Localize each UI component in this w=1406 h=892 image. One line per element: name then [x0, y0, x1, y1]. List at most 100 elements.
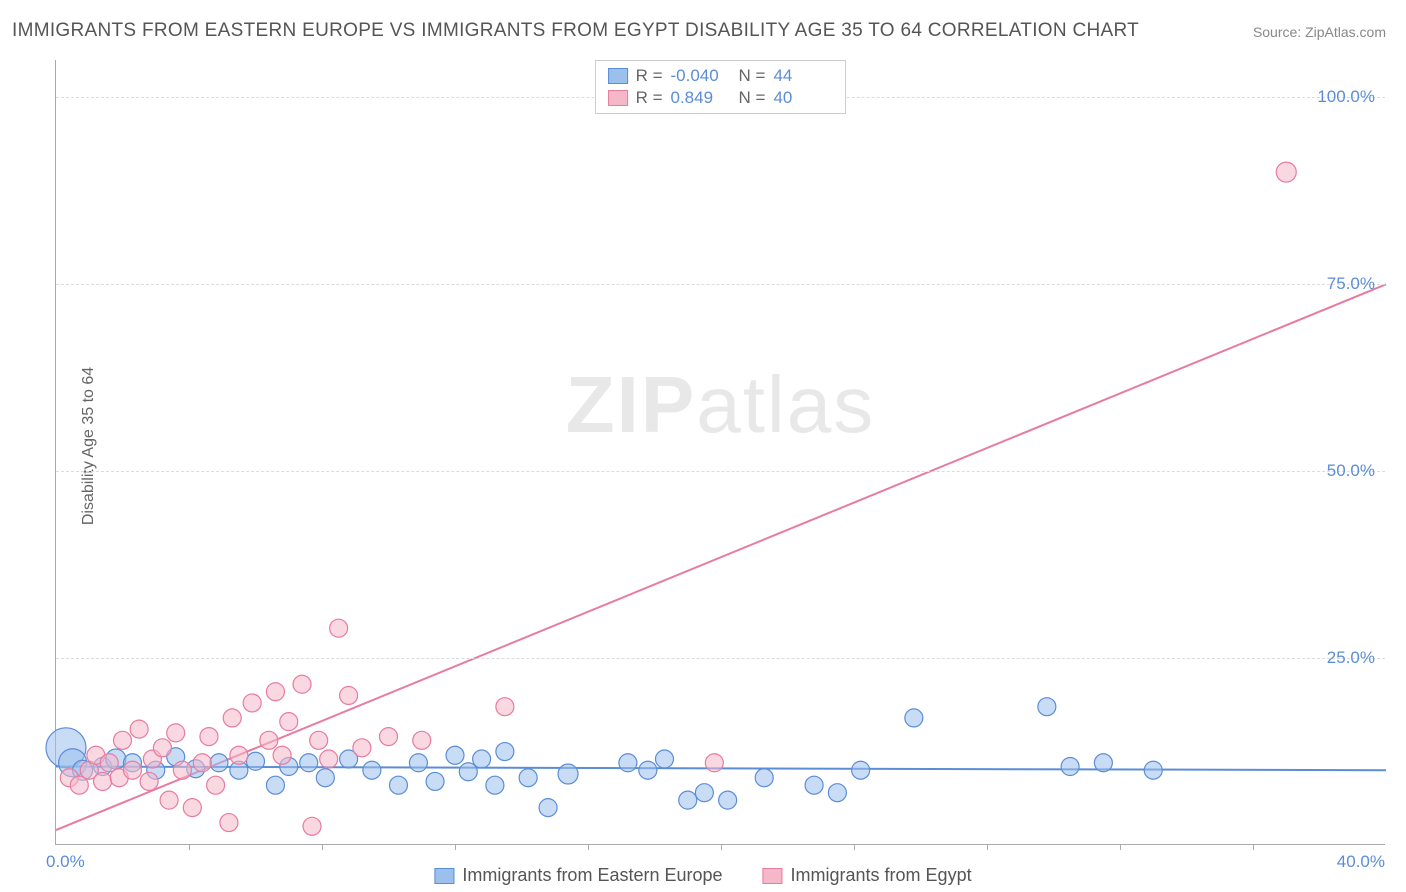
legend-item: Immigrants from Eastern Europe	[434, 865, 722, 886]
x-tick	[588, 844, 589, 850]
data-point	[167, 724, 185, 742]
gridline	[56, 284, 1385, 285]
data-point	[183, 799, 201, 817]
x-axis-min-label: 0.0%	[46, 852, 85, 872]
data-point	[353, 739, 371, 757]
scatter-svg	[56, 60, 1385, 844]
data-point	[413, 731, 431, 749]
data-point	[266, 683, 284, 701]
data-point	[320, 750, 338, 768]
x-tick	[721, 844, 722, 850]
data-point	[266, 776, 284, 794]
data-point	[140, 772, 158, 790]
data-point	[123, 761, 141, 779]
data-point	[426, 772, 444, 790]
data-point	[473, 750, 491, 768]
legend-swatch	[434, 868, 454, 884]
r-label: R =	[636, 88, 663, 108]
r-value: -0.040	[671, 66, 731, 86]
gridline	[56, 471, 1385, 472]
trend-line	[56, 284, 1386, 830]
gridline	[56, 658, 1385, 659]
legend-swatch	[608, 90, 628, 106]
y-tick-label: 25.0%	[1327, 648, 1375, 668]
data-point	[1276, 162, 1296, 182]
r-value: 0.849	[671, 88, 731, 108]
x-tick	[854, 844, 855, 850]
data-point	[153, 739, 171, 757]
data-point	[1144, 761, 1162, 779]
data-point	[223, 709, 241, 727]
legend-swatch	[763, 868, 783, 884]
y-tick-label: 75.0%	[1327, 274, 1375, 294]
data-point	[273, 746, 291, 764]
data-point	[1038, 698, 1056, 716]
legend-swatch	[608, 68, 628, 84]
chart-plot-area: ZIPatlas R =-0.040N =44R =0.849N =40 0.0…	[55, 60, 1385, 845]
data-point	[852, 761, 870, 779]
data-point	[695, 784, 713, 802]
data-point	[389, 776, 407, 794]
data-point	[719, 791, 737, 809]
n-value: 40	[773, 88, 833, 108]
data-point	[316, 769, 334, 787]
data-point	[380, 728, 398, 746]
data-point	[496, 698, 514, 716]
data-point	[303, 817, 321, 835]
data-point	[193, 754, 211, 772]
series-legend: Immigrants from Eastern Europe Immigrants…	[434, 865, 971, 886]
data-point	[243, 694, 261, 712]
legend-row: R = -0.040 N = 44	[608, 65, 834, 87]
x-tick	[1120, 844, 1121, 850]
data-point	[293, 675, 311, 693]
legend-label: Immigrants from Egypt	[791, 865, 972, 886]
x-tick	[322, 844, 323, 850]
data-point	[340, 686, 358, 704]
data-point	[828, 784, 846, 802]
legend-label: Immigrants from Eastern Europe	[462, 865, 722, 886]
data-point	[805, 776, 823, 794]
data-point	[207, 776, 225, 794]
data-point	[247, 752, 265, 770]
n-label: N =	[739, 66, 766, 86]
data-point	[130, 720, 148, 738]
data-point	[446, 746, 464, 764]
correlation-legend: R = -0.040 N = 44R = 0.849 N = 40	[595, 60, 847, 114]
data-point	[114, 731, 132, 749]
y-tick-label: 50.0%	[1327, 461, 1375, 481]
data-point	[619, 754, 637, 772]
data-point	[679, 791, 697, 809]
data-point	[363, 761, 381, 779]
data-point	[905, 709, 923, 727]
x-axis-max-label: 40.0%	[1337, 852, 1385, 872]
x-tick	[1253, 844, 1254, 850]
legend-item: Immigrants from Egypt	[763, 865, 972, 886]
data-point	[210, 754, 228, 772]
x-tick	[189, 844, 190, 850]
data-point	[655, 750, 673, 768]
data-point	[1094, 754, 1112, 772]
data-point	[519, 769, 537, 787]
data-point	[705, 754, 723, 772]
data-point	[173, 761, 191, 779]
data-point	[1061, 758, 1079, 776]
data-point	[300, 754, 318, 772]
data-point	[200, 728, 218, 746]
data-point	[755, 769, 773, 787]
data-point	[230, 746, 248, 764]
data-point	[409, 754, 427, 772]
y-tick-label: 100.0%	[1317, 87, 1375, 107]
x-tick	[987, 844, 988, 850]
x-tick	[455, 844, 456, 850]
n-value: 44	[773, 66, 833, 86]
data-point	[160, 791, 178, 809]
data-point	[330, 619, 348, 637]
r-label: R =	[636, 66, 663, 86]
data-point	[94, 772, 112, 790]
data-point	[639, 761, 657, 779]
data-point	[539, 799, 557, 817]
data-point	[220, 814, 238, 832]
data-point	[280, 713, 298, 731]
source-attribution: Source: ZipAtlas.com	[1253, 24, 1386, 40]
data-point	[260, 731, 278, 749]
